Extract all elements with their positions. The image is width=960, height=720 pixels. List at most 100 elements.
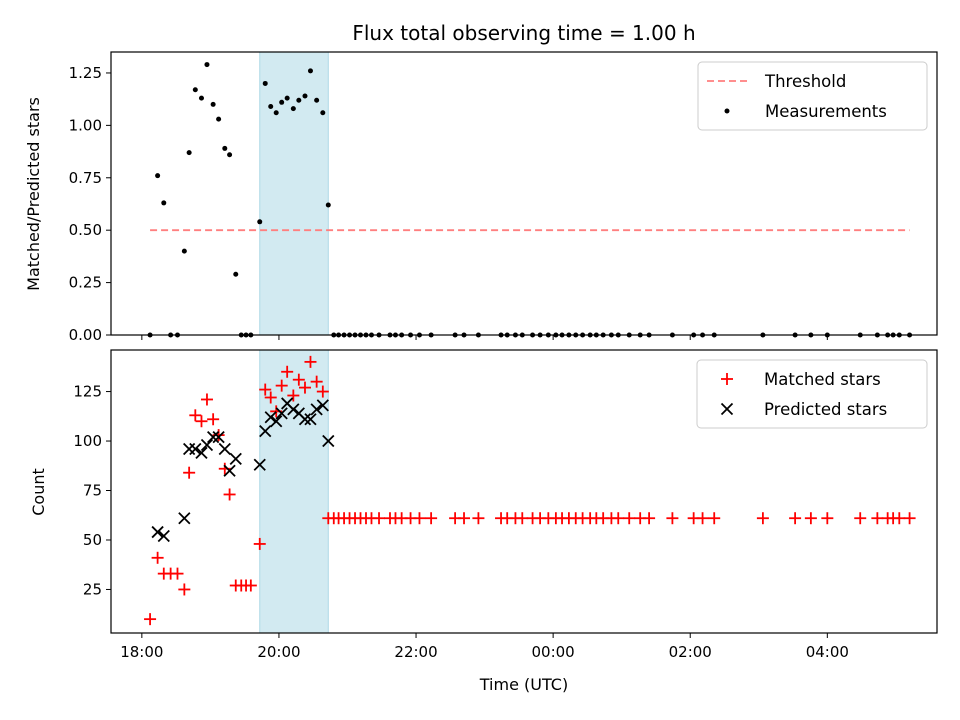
predicted-stars-point: [304, 413, 317, 426]
ratio-highlight-span: [259, 51, 329, 336]
matched-stars-point: [195, 415, 208, 428]
measurements-point: [268, 104, 274, 110]
measurements-point: [296, 97, 302, 103]
measurements-point: [161, 200, 167, 206]
predicted-stars-point: [229, 452, 242, 465]
ratio-y-tick-label: 0.00: [69, 326, 102, 344]
x-tick-label: 00:00: [532, 643, 575, 661]
matched-stars-point: [281, 365, 294, 378]
matched-stars-point: [316, 385, 329, 398]
legend-predicted-swatch: [720, 402, 734, 416]
predicted-stars-point: [264, 411, 277, 424]
predicted-stars-point: [157, 529, 170, 543]
matched-stars-point: [804, 512, 817, 525]
legend-measurements-swatch: [724, 108, 730, 114]
x-tick-label: 02:00: [669, 643, 712, 661]
matched-stars-point: [903, 512, 916, 525]
measurements-point: [186, 150, 192, 156]
matched-stars-point: [310, 375, 323, 388]
ratio-panel-ylabel: Matched/Predicted stars: [24, 97, 43, 291]
predicted-stars-point: [178, 512, 191, 525]
matched-stars-point: [259, 383, 272, 396]
ratio-panel-legend: Threshold Measurements: [697, 61, 928, 131]
matched-stars-point: [708, 512, 721, 525]
predicted-stars-point: [189, 442, 202, 456]
count-panel: 18:00 20:00 22:00 00:00 02:00 04:00 25 50 75 100…: [29, 349, 938, 694]
matched-stars-point: [789, 512, 802, 525]
matched-stars-point: [253, 537, 266, 550]
matched-stars-point: [425, 512, 438, 525]
count-y-tick-label: 25: [83, 580, 102, 598]
measurements-point: [198, 95, 204, 101]
matched-stars-point: [821, 512, 834, 525]
matched-stars-point: [643, 512, 656, 525]
matched-stars-point: [151, 551, 164, 564]
measurements-point: [302, 93, 308, 99]
predicted-stars-point: [310, 403, 323, 416]
predicted-stars-point: [298, 413, 312, 426]
matched-stars-point: [373, 512, 386, 525]
matched-stars-point: [854, 512, 867, 525]
measurements-point: [314, 97, 320, 103]
matched-stars-point: [413, 512, 426, 525]
matched-stars-point: [275, 379, 288, 392]
measurements-point: [307, 68, 313, 74]
measurements-point: [204, 62, 210, 68]
ratio-y-tick-label: 1.25: [69, 64, 102, 82]
matched-stars-point: [287, 389, 300, 402]
predicted-stars-point: [270, 415, 283, 428]
measurements-point: [233, 271, 239, 277]
measurements-point: [222, 145, 228, 151]
chart-title: Flux total observing time = 1.00 h: [352, 21, 695, 45]
predicted-stars-point: [212, 430, 225, 444]
measurements-point: [290, 106, 296, 112]
ratio-y-tick-label: 1.00: [69, 116, 102, 134]
matched-stars-point: [200, 393, 213, 406]
predicted-stars-point: [151, 525, 164, 539]
predicted-stars-point: [275, 407, 288, 420]
measurements-point: [284, 95, 290, 101]
matched-stars-point: [223, 488, 236, 501]
measurements-point: [320, 110, 326, 116]
predicted-stars-point: [183, 442, 196, 456]
measurements-point: [262, 80, 268, 86]
ratio-y-tick-label: 0.75: [69, 169, 102, 187]
count-panel-ylabel: Count: [29, 468, 48, 516]
matched-stars-point: [893, 512, 906, 525]
legend-threshold-label: Threshold: [764, 72, 846, 91]
matched-stars-point: [458, 512, 471, 525]
matched-stars-point: [189, 409, 202, 422]
predicted-stars-point: [253, 458, 266, 471]
matched-stars-point: [183, 466, 196, 479]
count-panel-legend: Matched stars Predicted stars: [696, 359, 928, 429]
count-y-tick-label: 100: [73, 432, 102, 450]
count-panel-frame: [110, 349, 938, 634]
ratio-y-tick-label: 0.25: [69, 274, 102, 292]
matched-stars-point: [871, 512, 884, 525]
legend-matched-label: Matched stars: [764, 370, 881, 389]
predicted-stars-point: [218, 442, 231, 456]
measurements-point: [216, 116, 222, 122]
x-tick-label: 18:00: [120, 643, 163, 661]
matched-stars-point: [298, 381, 311, 394]
matched-stars-point: [623, 512, 636, 525]
measurements-point: [273, 110, 279, 116]
ratio-y-tick-label: 0.50: [69, 221, 102, 239]
predicted-stars-point: [195, 446, 208, 460]
matched-stars-point: [696, 512, 709, 525]
x-tick-label: 04:00: [806, 643, 849, 661]
matched-stars-point: [292, 373, 305, 386]
measurements-point: [210, 101, 216, 107]
predicted-stars-point: [316, 399, 329, 412]
matched-stars-point: [304, 355, 317, 368]
matched-stars-point: [472, 512, 485, 525]
measurements-point: [192, 87, 198, 93]
measurements-point: [181, 248, 187, 254]
matched-stars-point: [171, 567, 184, 580]
predicted-stars-point: [200, 438, 214, 452]
ratio-panel-frame: [110, 51, 938, 336]
legend-predicted-label: Predicted stars: [764, 400, 887, 419]
x-tick-label: 20:00: [257, 643, 300, 661]
measurements-point: [257, 219, 263, 225]
